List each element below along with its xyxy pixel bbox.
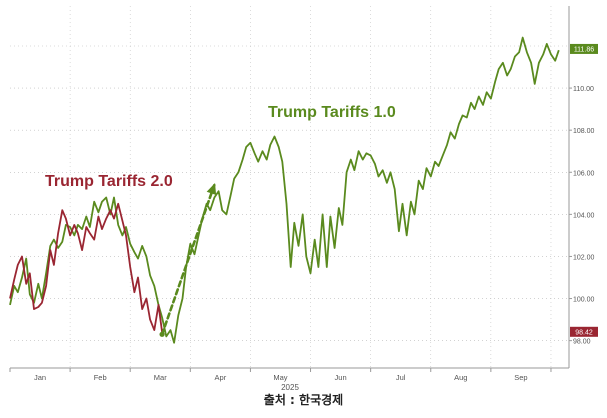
x-tick-label: Jul <box>396 373 406 382</box>
x-tick-label: Jan <box>34 373 46 382</box>
series-line-tariffs-1-0 <box>9 36 560 344</box>
x-tick-labels: Jan Feb Mar Apr May Jun Jul Aug Sep <box>9 368 552 382</box>
last-value-text: 111.86 <box>574 47 594 54</box>
annotation-tariffs-2-0: Trump Tariffs 2.0 <box>45 173 173 190</box>
y-tick-label: 110.00 <box>573 86 594 93</box>
last-value-text: 98.42 <box>575 329 593 336</box>
x-tick-label: Aug <box>454 373 467 382</box>
x-tick-label: Apr <box>215 373 227 382</box>
series-line-tariffs-2-0 <box>9 202 163 333</box>
last-value-box <box>570 326 598 337</box>
annotation-tariffs-1-0: Trump Tariffs 1.0 <box>268 104 396 121</box>
annotation-group: Trump Tariffs 2.0 Trump Tariffs 1.0 <box>45 104 396 190</box>
source-caption: 출처 : 한국경제 <box>263 393 344 407</box>
x-tick-label: Sep <box>514 373 527 382</box>
arrow-group <box>159 183 217 337</box>
y-tick-labels: 98.00 100.00 102.00 104.00 106.00 108.00 110.0… <box>569 86 595 346</box>
trend-arrow-origin-dot <box>159 331 165 337</box>
y-tick-label: 104.00 <box>573 212 595 219</box>
y-tick-label: 108.00 <box>573 128 595 135</box>
x-tick-label: Feb <box>94 373 107 382</box>
last-value-label-tariffs-2-0: 98.42 <box>570 326 598 337</box>
trend-arrow-head <box>206 183 217 196</box>
last-value-labels: 111.86 98.42 <box>570 43 598 337</box>
y-tick-label: 100.00 <box>573 297 595 304</box>
y-tick-label: 98.00 <box>573 339 591 346</box>
y-tick-label: 106.00 <box>573 170 595 177</box>
last-value-label-tariffs-1-0: 111.86 <box>570 43 598 54</box>
gridlines <box>10 6 569 368</box>
x-tick-label: Mar <box>154 373 167 382</box>
x-axis-year-label: 2025 <box>281 383 299 392</box>
x-tick-label: Jun <box>335 373 347 382</box>
trend-arrow-line <box>160 183 216 336</box>
last-value-box <box>570 43 598 54</box>
axes <box>10 6 570 369</box>
x-tick-label: May <box>273 373 287 382</box>
y-tick-label: 102.00 <box>573 254 595 261</box>
series-group <box>9 36 560 344</box>
